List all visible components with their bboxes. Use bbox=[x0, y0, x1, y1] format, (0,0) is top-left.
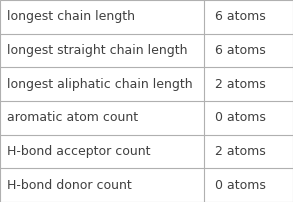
Text: longest chain length: longest chain length bbox=[7, 10, 135, 23]
Text: 0 atoms: 0 atoms bbox=[215, 179, 266, 192]
Text: aromatic atom count: aromatic atom count bbox=[7, 111, 139, 124]
Text: 0 atoms: 0 atoms bbox=[215, 111, 266, 124]
Text: 6 atoms: 6 atoms bbox=[215, 10, 266, 23]
Text: longest aliphatic chain length: longest aliphatic chain length bbox=[7, 78, 193, 91]
Text: H-bond acceptor count: H-bond acceptor count bbox=[7, 145, 151, 158]
Text: 2 atoms: 2 atoms bbox=[215, 145, 266, 158]
Text: 2 atoms: 2 atoms bbox=[215, 78, 266, 91]
Text: H-bond donor count: H-bond donor count bbox=[7, 179, 132, 192]
Text: 6 atoms: 6 atoms bbox=[215, 44, 266, 57]
Text: longest straight chain length: longest straight chain length bbox=[7, 44, 188, 57]
